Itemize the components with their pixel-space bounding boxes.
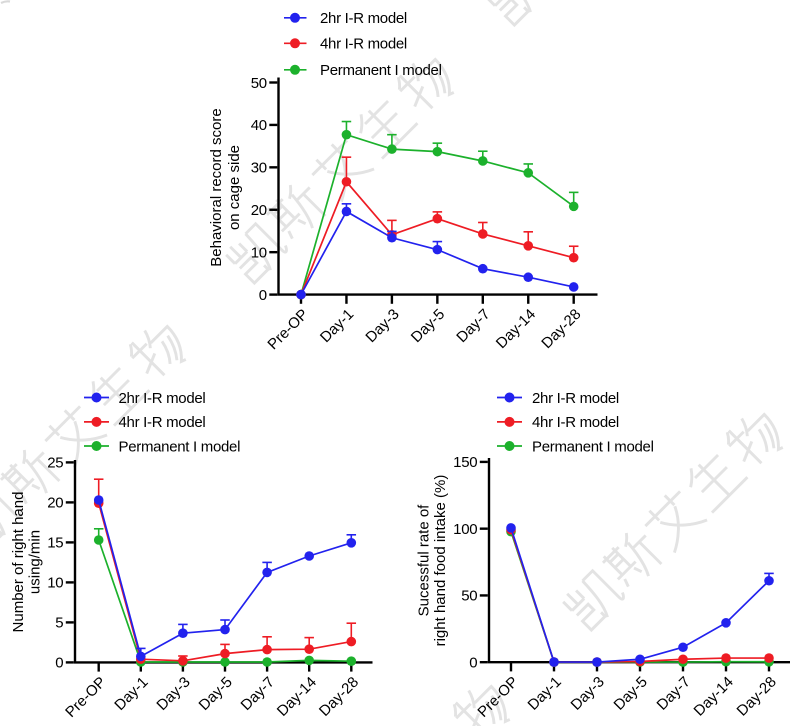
svg-text:0: 0 <box>259 287 267 304</box>
svg-text:25: 25 <box>47 455 63 472</box>
svg-text:0: 0 <box>469 655 477 672</box>
svg-text:Permanent I model: Permanent I model <box>320 62 442 79</box>
svg-text:40: 40 <box>251 117 267 134</box>
svg-text:0: 0 <box>55 655 63 672</box>
svg-text:Permanent I model: Permanent I model <box>119 438 241 455</box>
svg-text:20: 20 <box>251 202 267 219</box>
svg-text:100: 100 <box>453 521 477 538</box>
svg-text:5: 5 <box>55 615 63 632</box>
svg-text:50: 50 <box>461 588 477 605</box>
svg-text:using/min: using/min <box>27 530 44 594</box>
svg-text:30: 30 <box>251 160 267 177</box>
svg-text:Number of right hand: Number of right hand <box>10 492 27 633</box>
svg-text:Permanent I model: Permanent I model <box>532 438 654 455</box>
svg-text:on cage side: on cage side <box>226 145 243 230</box>
svg-text:4hr I-R model: 4hr I-R model <box>320 36 407 53</box>
svg-text:right hand food intake (%): right hand food intake (%) <box>432 475 449 647</box>
svg-text:4hr I-R model: 4hr I-R model <box>119 414 206 431</box>
svg-text:10: 10 <box>47 575 63 592</box>
svg-text:50: 50 <box>251 75 267 92</box>
svg-text:20: 20 <box>47 495 63 512</box>
svg-text:10: 10 <box>251 244 267 261</box>
svg-text:2hr I-R model: 2hr I-R model <box>532 390 619 407</box>
svg-text:2hr I-R model: 2hr I-R model <box>320 10 407 27</box>
svg-text:2hr I-R model: 2hr I-R model <box>119 390 206 407</box>
svg-text:Sucessful rate of: Sucessful rate of <box>416 504 433 617</box>
svg-text:15: 15 <box>47 535 63 552</box>
svg-text:4hr I-R model: 4hr I-R model <box>532 414 619 431</box>
svg-text:Behavioral record score: Behavioral record score <box>208 108 225 266</box>
svg-text:150: 150 <box>453 454 477 471</box>
